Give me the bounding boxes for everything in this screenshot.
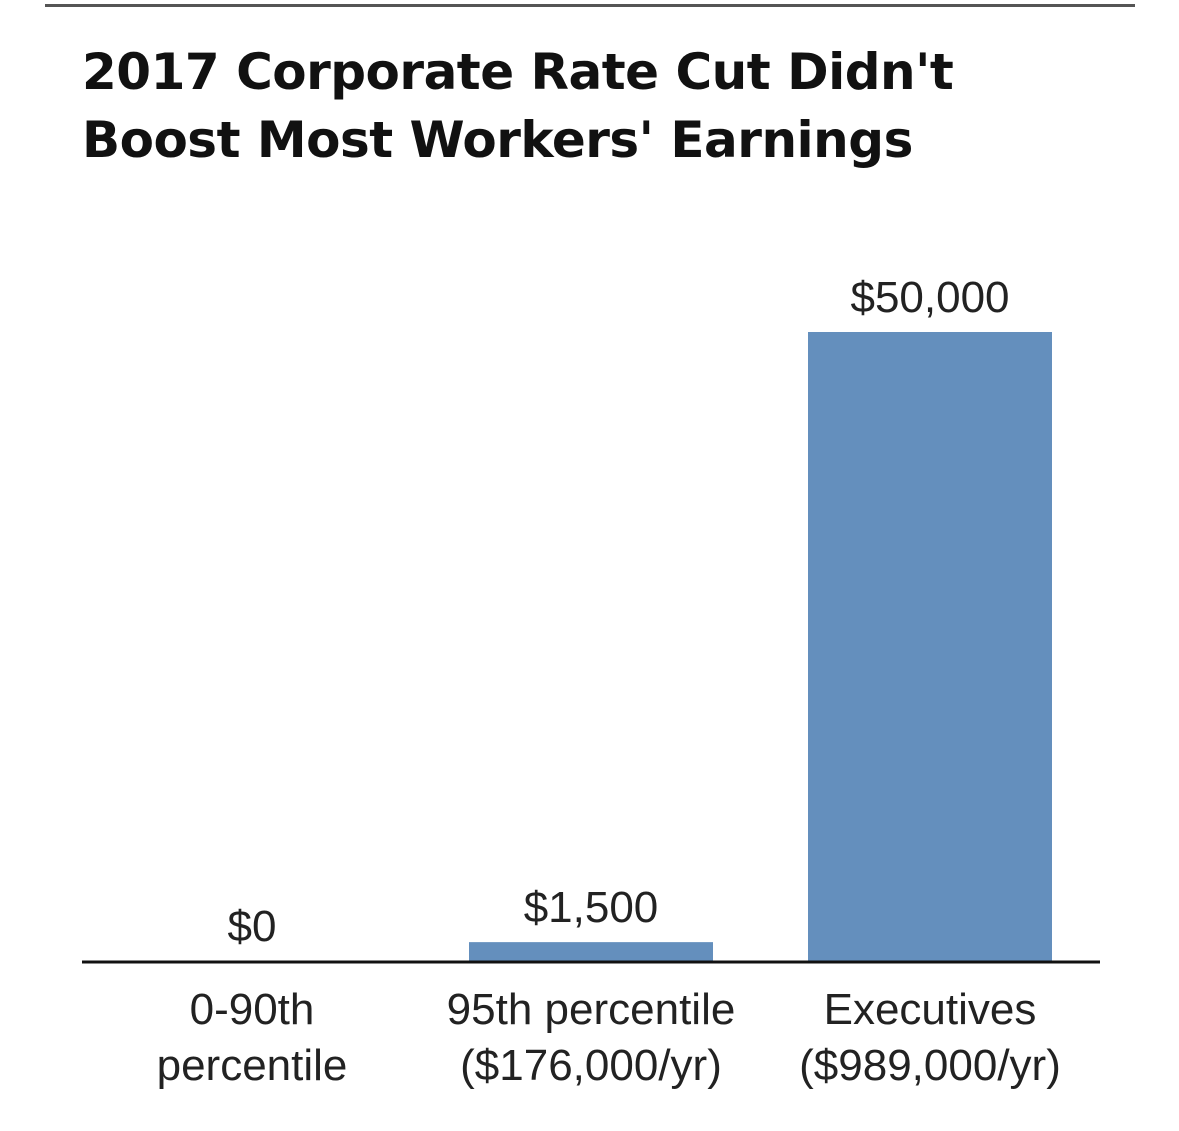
category-label-1-line-1: 0-90th	[190, 985, 315, 1034]
title-line-1: 2017 Corporate Rate Cut Didn't	[82, 43, 954, 101]
value-label-1: $0	[228, 902, 277, 951]
category-label-2-line-1: 95th percentile	[447, 985, 736, 1034]
category-label-1-line-2: percentile	[157, 1041, 348, 1090]
top-rule	[45, 4, 1135, 7]
bar-2	[469, 942, 713, 961]
category-label-2-line-2: ($176,000/yr)	[460, 1041, 722, 1090]
category-label-3-line-1: Executives	[824, 985, 1037, 1034]
value-label-3: $50,000	[850, 273, 1009, 322]
value-label-2: $1,500	[524, 883, 659, 932]
title-line-2: Boost Most Workers' Earnings	[82, 111, 913, 169]
category-label-3-line-2: ($989,000/yr)	[799, 1041, 1061, 1090]
bar-3	[808, 332, 1052, 961]
chart-title: 2017 Corporate Rate Cut Didn't Boost Mos…	[82, 38, 1142, 174]
